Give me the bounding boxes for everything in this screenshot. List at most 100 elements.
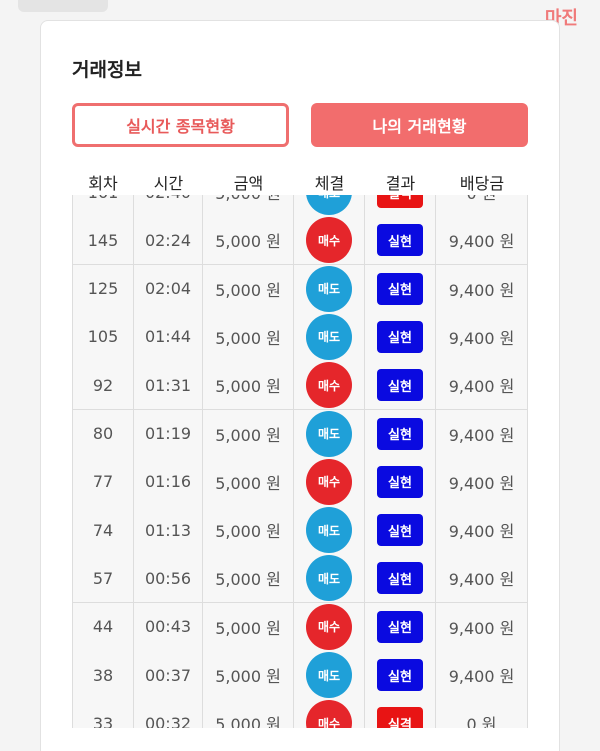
cell: 매수 [294, 361, 365, 410]
side-badge: 매도 [306, 195, 352, 215]
cell: 01:16 [134, 457, 203, 506]
cell: 5,000 원 [203, 506, 294, 555]
result-badge: 실현 [377, 272, 423, 305]
cell: 9,400 원 [436, 216, 528, 265]
cell: 01:19 [134, 409, 203, 458]
table-row: 74 01:13 5,000 원 매도 실현 9,400 원 [72, 506, 528, 556]
result-badge: 실현 [377, 659, 423, 691]
cell: 02:04 [134, 264, 203, 313]
cell: 74 [72, 506, 134, 555]
my-trades-button[interactable]: 나의 거래현황 [311, 103, 528, 147]
cell: 9,400 원 [436, 312, 528, 361]
table-row: 105 01:44 5,000 원 매도 실현 9,400 원 [72, 312, 528, 362]
cell: 매수 [294, 602, 365, 651]
side-badge: 매도 [306, 313, 352, 360]
cell: 매수 [294, 216, 365, 265]
column-header: 금액 [233, 174, 264, 193]
cell: 5,000 원 [203, 602, 294, 651]
cell: 38 [72, 651, 134, 699]
cell: 매도 [294, 312, 365, 361]
cell: 161 [72, 195, 134, 216]
cell: 매수 [294, 699, 365, 728]
cell: 44 [72, 602, 134, 651]
table-row: 16102:405,000 원 매도 실격 0 원 [72, 195, 528, 217]
cell: 실현 [365, 554, 436, 603]
cell: 57 [72, 554, 134, 603]
cell: 5,000 원 [203, 457, 294, 506]
side-badge: 매수 [306, 700, 352, 728]
side-badge: 매도 [306, 652, 352, 698]
cell: 02:40 [134, 195, 203, 216]
cell: 5,000 원 [203, 409, 294, 458]
cell: 5,000 원 [203, 216, 294, 265]
table-row: 44 00:43 5,000 원 매수 실현 9,400 원 [72, 602, 528, 652]
result-badge: 실현 [377, 417, 423, 450]
cell: 매도 [294, 506, 365, 555]
result-badge: 실격 [377, 707, 423, 728]
cell: 9,400 원 [436, 409, 528, 458]
realtime-button[interactable]: 실시간 종목현황 [72, 103, 289, 147]
table-row: 57 00:56 5,000 원 매도 실현 9,400 원 [72, 554, 528, 604]
side-badge: 매도 [306, 507, 352, 554]
side-badge: 매수 [306, 362, 352, 409]
side-badge: 매수 [306, 603, 352, 650]
cell: 9,400 원 [436, 602, 528, 651]
cell: 실격 [365, 195, 436, 216]
cell: 9,400 원 [436, 264, 528, 313]
cell: 실현 [365, 506, 436, 555]
cell: 실현 [365, 361, 436, 410]
cell: 매도 [294, 409, 365, 458]
side-badge: 매도 [306, 555, 352, 602]
table-row: 92 01:31 5,000 원 매수 실현 9,400 원 [72, 361, 528, 411]
side-badge: 매수 [306, 217, 352, 264]
cell: 9,400 원 [436, 457, 528, 506]
table-row: 38 00:37 5,000 원 매도 실현 9,400 원 [72, 651, 528, 700]
cell: 5,000 원 [203, 361, 294, 410]
cell: 01:31 [134, 361, 203, 410]
cell: 실현 [365, 216, 436, 265]
result-badge: 실격 [377, 195, 423, 208]
side-badge: 매도 [306, 265, 352, 312]
cell: 00:37 [134, 651, 203, 699]
cell: 00:32 [134, 699, 203, 728]
cell: 실현 [365, 312, 436, 361]
cell: 실현 [365, 264, 436, 313]
cell: 매도 [294, 554, 365, 603]
table-row: 33 00:32 5,000 원 매수 실격 0 원 [72, 699, 528, 728]
result-badge: 실현 [377, 465, 423, 498]
cell: 실현 [365, 602, 436, 651]
cell: 01:44 [134, 312, 203, 361]
cell: 실현 [365, 651, 436, 699]
result-badge: 실현 [377, 610, 423, 643]
cell: 80 [72, 409, 134, 458]
cell: 실현 [365, 409, 436, 458]
card-title: 거래정보 [72, 59, 142, 81]
cell: 9,400 원 [436, 361, 528, 410]
cell: 5,000 원 [203, 554, 294, 603]
cell: 145 [72, 216, 134, 265]
cell: 0 원 [436, 195, 528, 216]
cell: 105 [72, 312, 134, 361]
result-badge: 실현 [377, 514, 423, 547]
table-row: 125 02:04 5,000 원 매도 실현 9,400 원 [72, 264, 528, 314]
cell: 실현 [365, 457, 436, 506]
cell: 매도 [294, 651, 365, 699]
column-header: 결과 [385, 174, 416, 193]
result-badge: 실현 [377, 562, 423, 595]
cell: 0 원 [436, 699, 528, 728]
cell: 9,400 원 [436, 651, 528, 699]
tab[interactable] [18, 0, 108, 12]
cell: 매수 [294, 457, 365, 506]
cell: 5,000 원 [203, 699, 294, 728]
cell: 33 [72, 699, 134, 728]
cell: 01:13 [134, 506, 203, 555]
result-badge: 실현 [377, 320, 423, 353]
cell: 77 [72, 457, 134, 506]
side-badge: 매수 [306, 458, 352, 505]
table-body: 16102:405,000 원매도실격0 원14502:245,000 원매수실… [72, 195, 528, 728]
column-header: 회차 [88, 174, 118, 193]
column-header: 시간 [153, 174, 184, 193]
table-row: 80 01:19 5,000 원 매도 실현 9,400 원 [72, 409, 528, 459]
cell: 02:24 [134, 216, 203, 265]
